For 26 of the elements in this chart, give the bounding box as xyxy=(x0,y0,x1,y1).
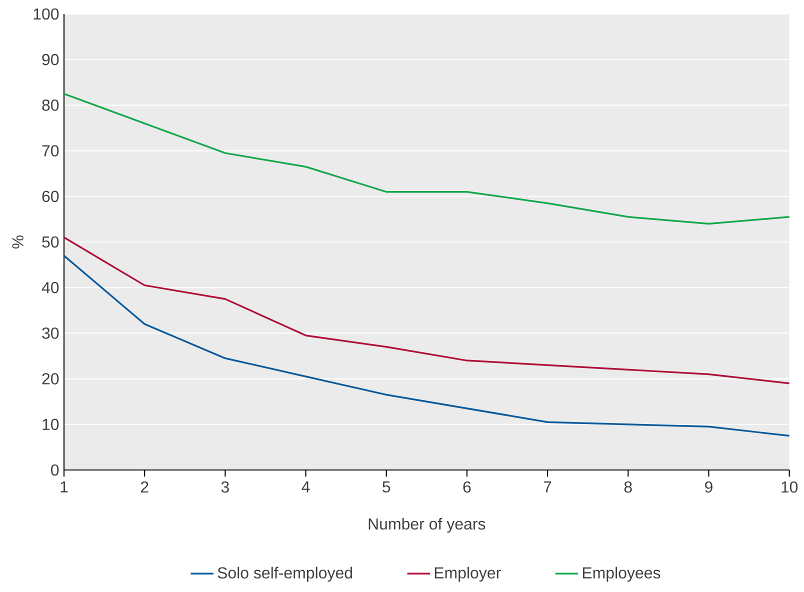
y-tick-label: 90 xyxy=(42,54,59,66)
x-tick-label: 5 xyxy=(382,481,390,493)
y-tick-label: 50 xyxy=(42,236,59,248)
y-tick-label: 20 xyxy=(42,373,59,384)
x-axis-title: Number of years xyxy=(368,518,486,533)
y-tick-label: 80 xyxy=(42,100,59,111)
y-tick-label: 40 xyxy=(42,282,59,294)
y-tick-label: 70 xyxy=(42,145,59,156)
y-tick-label: 30 xyxy=(42,328,59,339)
y-tick-label: 0 xyxy=(51,464,59,476)
y-tick-label: 60 xyxy=(42,190,59,202)
x-tick-label: 3 xyxy=(221,481,229,493)
x-tick-label: 1 xyxy=(60,481,68,492)
y-tick-label: 10 xyxy=(42,418,59,430)
legend-label: Employer xyxy=(434,566,501,582)
legend-label: Employees xyxy=(582,566,660,582)
x-tick-label: 9 xyxy=(705,481,712,493)
x-tick-label: 2 xyxy=(140,481,148,493)
legend-label: Solo self-employed xyxy=(218,566,352,582)
x-tick-label: 4 xyxy=(302,481,310,492)
x-tick-label: 7 xyxy=(544,481,552,492)
x-tick-label: 10 xyxy=(782,481,798,493)
x-tick-label: 8 xyxy=(624,481,632,493)
x-tick-label: 6 xyxy=(463,481,471,493)
y-axis-title: % xyxy=(12,235,24,249)
y-tick-label: 100 xyxy=(34,8,59,20)
